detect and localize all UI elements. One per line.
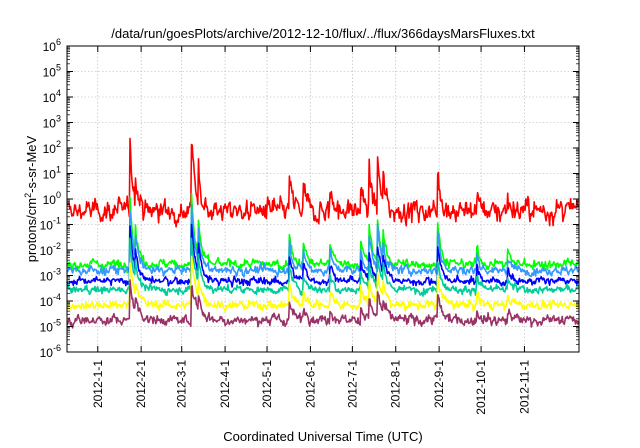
y-tick-label: 10-4 [40,292,61,309]
y-tick-label: 10-5 [40,318,61,335]
x-tick-label: 2012-4-1 [218,360,232,408]
series-line [66,223,580,288]
y-tick-label: 10-3 [40,267,61,284]
x-tick-label: 2012-2-1 [134,360,148,408]
x-axis-label: Coordinated Universal Time (UTC) [223,429,422,444]
x-axis: 2012-1-1 2012-2-1 2012-3-1 2012-4-1 2012-5-1… [91,46,531,415]
y-tick-label: 10-6 [40,343,61,360]
series-line [66,192,580,274]
y-tick-label: 104 [43,88,61,105]
x-tick-label: 2012-1-1 [91,360,105,408]
y-tick-label: 106 [43,37,61,54]
y-axis-label-base: protons/cm [24,198,39,262]
x-tick-label: 2012-10-1 [474,360,488,415]
x-tick-label: 2012-5-1 [260,360,274,408]
x-tick-label: 2012-9-1 [432,360,446,408]
x-tick-label: 2012-7-1 [345,360,359,408]
y-axis-label: protons/cm2-s-sr-MeV [23,135,39,262]
y-tick-label: 101 [43,165,61,182]
y-tick-label: 103 [43,114,61,131]
x-tick-label: 2012-11-1 [517,360,531,414]
series-line [66,203,580,278]
y-tick-label: 10-1 [40,216,61,233]
y-axis-label-rest: -s-sr-MeV [24,135,39,192]
x-tick-label: 2012-8-1 [389,360,403,408]
y-axis: 10-6 10-5 10-4 10-3 10-2 10-1 100 101 102 103 104 1… [40,37,579,360]
series-line [66,255,580,313]
x-tick-label: 2012-6-1 [303,360,317,408]
y-tick-label: 105 [43,63,61,80]
plot-area [66,137,580,329]
y-tick-label: 102 [43,139,61,156]
y-tick-label: 10-2 [40,241,61,258]
y-tick-label: 100 [43,190,61,207]
series-line [66,237,580,297]
series-line [66,137,580,228]
series-line [66,279,580,329]
grid [67,46,579,352]
y-axis-label-superscript: 2 [23,193,33,198]
chart-title: /data/run/goesPlots/archive/2012-12-10/f… [111,26,535,41]
x-tick-label: 2012-3-1 [175,360,189,408]
